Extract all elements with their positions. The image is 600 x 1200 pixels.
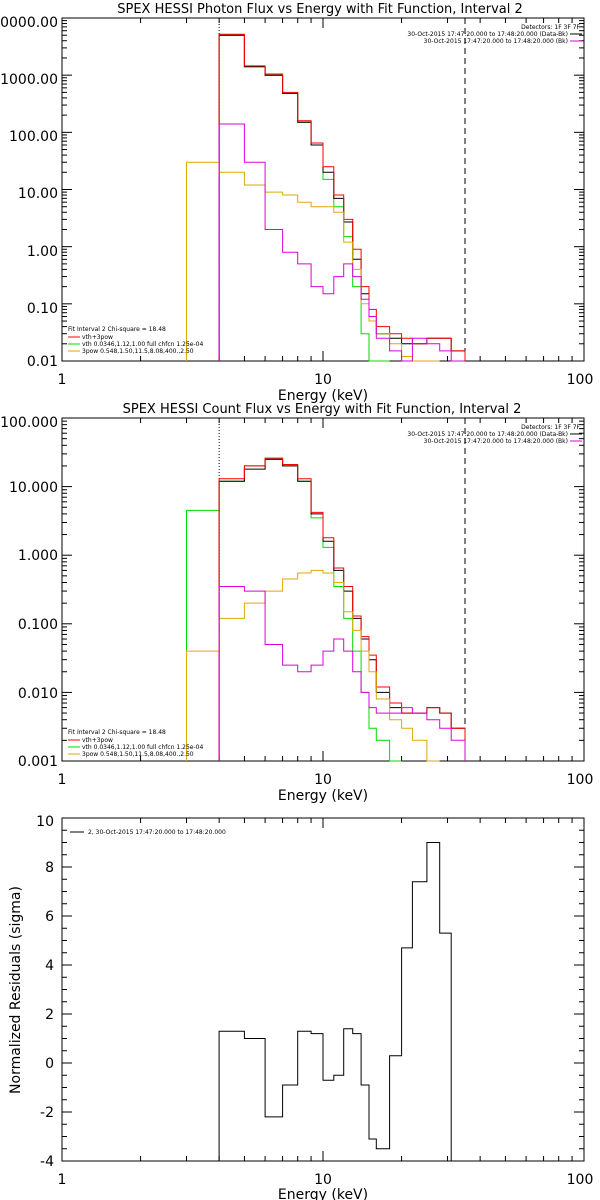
panel-2-title: SPEX HESSI Count Flux vs Energy with Fit… <box>123 402 522 417</box>
panel-2-vth-label: vth 0.0346,1.12,1.00 full chfcn 1.25e-04 <box>82 744 203 751</box>
data-histogram <box>218 34 466 361</box>
panel-1-xtick-label: 100 <box>567 372 594 388</box>
panel-3-ticks <box>61 817 585 1162</box>
panel-1-vth-label: vth 0.0346,1.12,1.00 full chfcn 1.25e-04 <box>82 341 203 348</box>
3pow-component-histogram <box>186 569 440 762</box>
total-fit-histogram <box>218 457 466 761</box>
panel-1-ytick-labels: 0.01 0.10 1.00 10.00 100.00 1000.00 1000… <box>0 15 58 370</box>
panel-1-ytick-label: 1000.00 <box>0 72 58 88</box>
panel-1-3pow-label: 3pow 0.548,1.50,11.5,8.08,400.,2.50 <box>82 348 194 355</box>
panel-1-frame <box>61 17 585 362</box>
panel-3-ytick-labels: -4 -2 0 2 4 6 8 10 <box>36 814 54 1170</box>
panel-1-xtick-label: 10 <box>314 372 332 388</box>
residual-histogram <box>218 842 465 1162</box>
panel-1-fit-title: Fit Interval 2 Chi-square = 18.48 <box>68 326 166 333</box>
panel-2-3pow-label: 3pow 0.548,1.50,11.5,8.08,400.,2.50 <box>82 751 194 758</box>
panel-1-title: SPEX HESSI Photon Flux vs Energy with Fi… <box>117 2 523 17</box>
panel-1-detectors-line: Detectors: 1F 3F 7F <box>521 24 580 31</box>
background-histogram <box>218 123 465 362</box>
panel-1-x-axis-label: Energy (keV) <box>278 388 368 404</box>
panel-1-ytick-label: 1.00 <box>27 244 58 260</box>
panel-2-frame <box>61 417 585 762</box>
panel-1-total-label: vth+3pow <box>82 334 113 341</box>
panel-2-ytick-label: 0.100 <box>18 617 58 633</box>
panel-3-legend-label: 2, 30-Oct-2015 17:47:20.000 to 17:48:20.… <box>88 829 226 836</box>
panel-1-ytick-label: 0.01 <box>27 354 58 370</box>
vth-component-histogram <box>218 34 390 362</box>
panel-3-ytick-label: 0 <box>45 1056 54 1072</box>
3pow-component-histogram <box>186 161 440 362</box>
panel-3-y-axis-label: Normalized Residuals (sigma) <box>8 886 24 1094</box>
panel-residuals: -4 -2 0 2 4 6 8 10 1 10 100 Energy (keV)… <box>8 814 593 1200</box>
panel-1-data-interval-line: 30-Oct-2015 17:47:20.000 to 17:48:20.000… <box>407 31 568 38</box>
panel-3-xtick-label: 1 <box>58 1172 67 1188</box>
panel-1-fit-info: Fit Interval 2 Chi-square = 18.48 vth+3p… <box>68 326 203 355</box>
panel-3-ytick-label: 10 <box>36 814 54 830</box>
panel-2-ytick-label: 0.010 <box>18 686 58 702</box>
panel-2-ytick-label: 100.000 <box>0 415 58 431</box>
panel-2-ticks <box>61 417 585 762</box>
panel-3-x-axis-label: Energy (keV) <box>278 1187 368 1200</box>
panel-count-flux: SPEX HESSI Count Flux vs Energy with Fit… <box>0 402 593 804</box>
panel-3-xtick-labels: 1 10 100 <box>58 1172 594 1188</box>
panel-1-series <box>186 18 466 362</box>
panel-2-total-label: vth+3pow <box>82 737 113 744</box>
data-histogram <box>218 458 466 761</box>
background-histogram <box>218 586 466 761</box>
panel-2-xtick-labels: 1 10 100 <box>58 772 594 788</box>
panel-3-ytick-label: -4 <box>40 1154 54 1170</box>
panel-2-header: Detectors: 1F 3F 7F 30-Oct-2015 17:47:20… <box>407 424 582 445</box>
panel-2-detectors-line: Detectors: 1F 3F 7F <box>521 424 580 431</box>
panel-2-data-interval-line: 30-Oct-2015 17:47:20.000 to 17:48:20.000… <box>407 431 568 438</box>
panel-2-x-axis-label: Energy (keV) <box>278 788 368 804</box>
panel-2-ytick-label: 10.000 <box>9 480 58 496</box>
panel-1-ytick-label: 10000.00 <box>0 15 58 31</box>
panel-2-ytick-label: 1.000 <box>18 548 58 564</box>
panel-2-xtick-label: 100 <box>567 772 594 788</box>
panel-2-fit-title: Fit Interval 2 Chi-square = 18.48 <box>68 729 166 736</box>
panel-3-ytick-label: 6 <box>45 909 54 925</box>
panel-2-ytick-labels: 0.001 0.010 0.100 1.000 10.000 100.000 <box>0 415 58 770</box>
panel-1-ticks <box>61 17 585 362</box>
panel-3-xtick-label: 100 <box>567 1172 594 1188</box>
panel-2-bk-interval-line: 30-Oct-2015 17:47:20.000 to 17:48:20.000… <box>424 438 568 445</box>
panel-3-ytick-label: 8 <box>45 860 54 876</box>
panel-1-ytick-label: 0.10 <box>27 301 58 317</box>
panel-2-series <box>186 418 466 762</box>
panel-2-ytick-label: 0.001 <box>18 754 58 770</box>
panel-1-bk-interval-line: 30-Oct-2015 17:47:20.000 to 17:48:20.000… <box>424 38 568 45</box>
panel-3-legend: 2, 30-Oct-2015 17:47:20.000 to 17:48:20.… <box>70 829 226 836</box>
panel-1-ytick-label: 100.00 <box>9 129 58 145</box>
panel-3-series <box>218 842 465 1162</box>
panel-2-xtick-label: 10 <box>314 772 332 788</box>
panel-1-xtick-labels: 1 10 100 <box>58 372 594 388</box>
panel-1-xtick-label: 1 <box>58 372 67 388</box>
total-fit-histogram <box>218 33 466 361</box>
panel-3-ytick-label: -2 <box>40 1105 54 1121</box>
panel-photon-flux: SPEX HESSI Photon Flux vs Energy with Fi… <box>0 2 593 404</box>
panel-3-ytick-label: 2 <box>45 1007 54 1023</box>
panel-3-frame <box>61 817 585 1162</box>
panel-2-xtick-label: 1 <box>58 772 67 788</box>
panel-1-ytick-label: 10.00 <box>18 186 58 202</box>
panel-3-xtick-label: 10 <box>314 1172 332 1188</box>
panel-2-fit-info: Fit Interval 2 Chi-square = 18.48 vth+3p… <box>68 729 203 758</box>
panel-3-ytick-label: 4 <box>45 958 54 974</box>
panel-1-header: Detectors: 1F 3F 7F 30-Oct-2015 17:47:20… <box>407 24 582 45</box>
